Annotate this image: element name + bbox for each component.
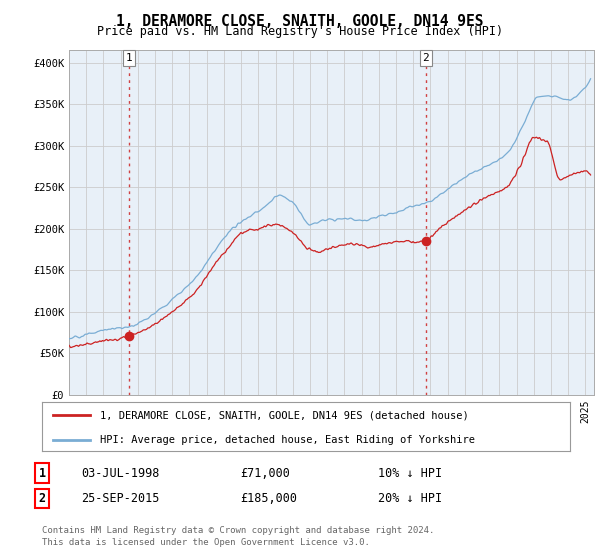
Text: Contains HM Land Registry data © Crown copyright and database right 2024.: Contains HM Land Registry data © Crown c… (42, 526, 434, 535)
Text: 2: 2 (38, 492, 46, 505)
Text: HPI: Average price, detached house, East Riding of Yorkshire: HPI: Average price, detached house, East… (100, 435, 475, 445)
Text: 1: 1 (38, 466, 46, 480)
Text: £71,000: £71,000 (240, 466, 290, 480)
Text: This data is licensed under the Open Government Licence v3.0.: This data is licensed under the Open Gov… (42, 538, 370, 547)
Text: 03-JUL-1998: 03-JUL-1998 (81, 466, 160, 480)
Text: 1, DERAMORE CLOSE, SNAITH, GOOLE, DN14 9ES (detached house): 1, DERAMORE CLOSE, SNAITH, GOOLE, DN14 9… (100, 410, 469, 420)
Text: 20% ↓ HPI: 20% ↓ HPI (378, 492, 442, 505)
Text: 25-SEP-2015: 25-SEP-2015 (81, 492, 160, 505)
Text: 10% ↓ HPI: 10% ↓ HPI (378, 466, 442, 480)
Text: £185,000: £185,000 (240, 492, 297, 505)
Text: Price paid vs. HM Land Registry's House Price Index (HPI): Price paid vs. HM Land Registry's House … (97, 25, 503, 38)
Text: 1: 1 (126, 53, 133, 63)
Text: 1, DERAMORE CLOSE, SNAITH, GOOLE, DN14 9ES: 1, DERAMORE CLOSE, SNAITH, GOOLE, DN14 9… (116, 14, 484, 29)
Text: 2: 2 (422, 53, 429, 63)
